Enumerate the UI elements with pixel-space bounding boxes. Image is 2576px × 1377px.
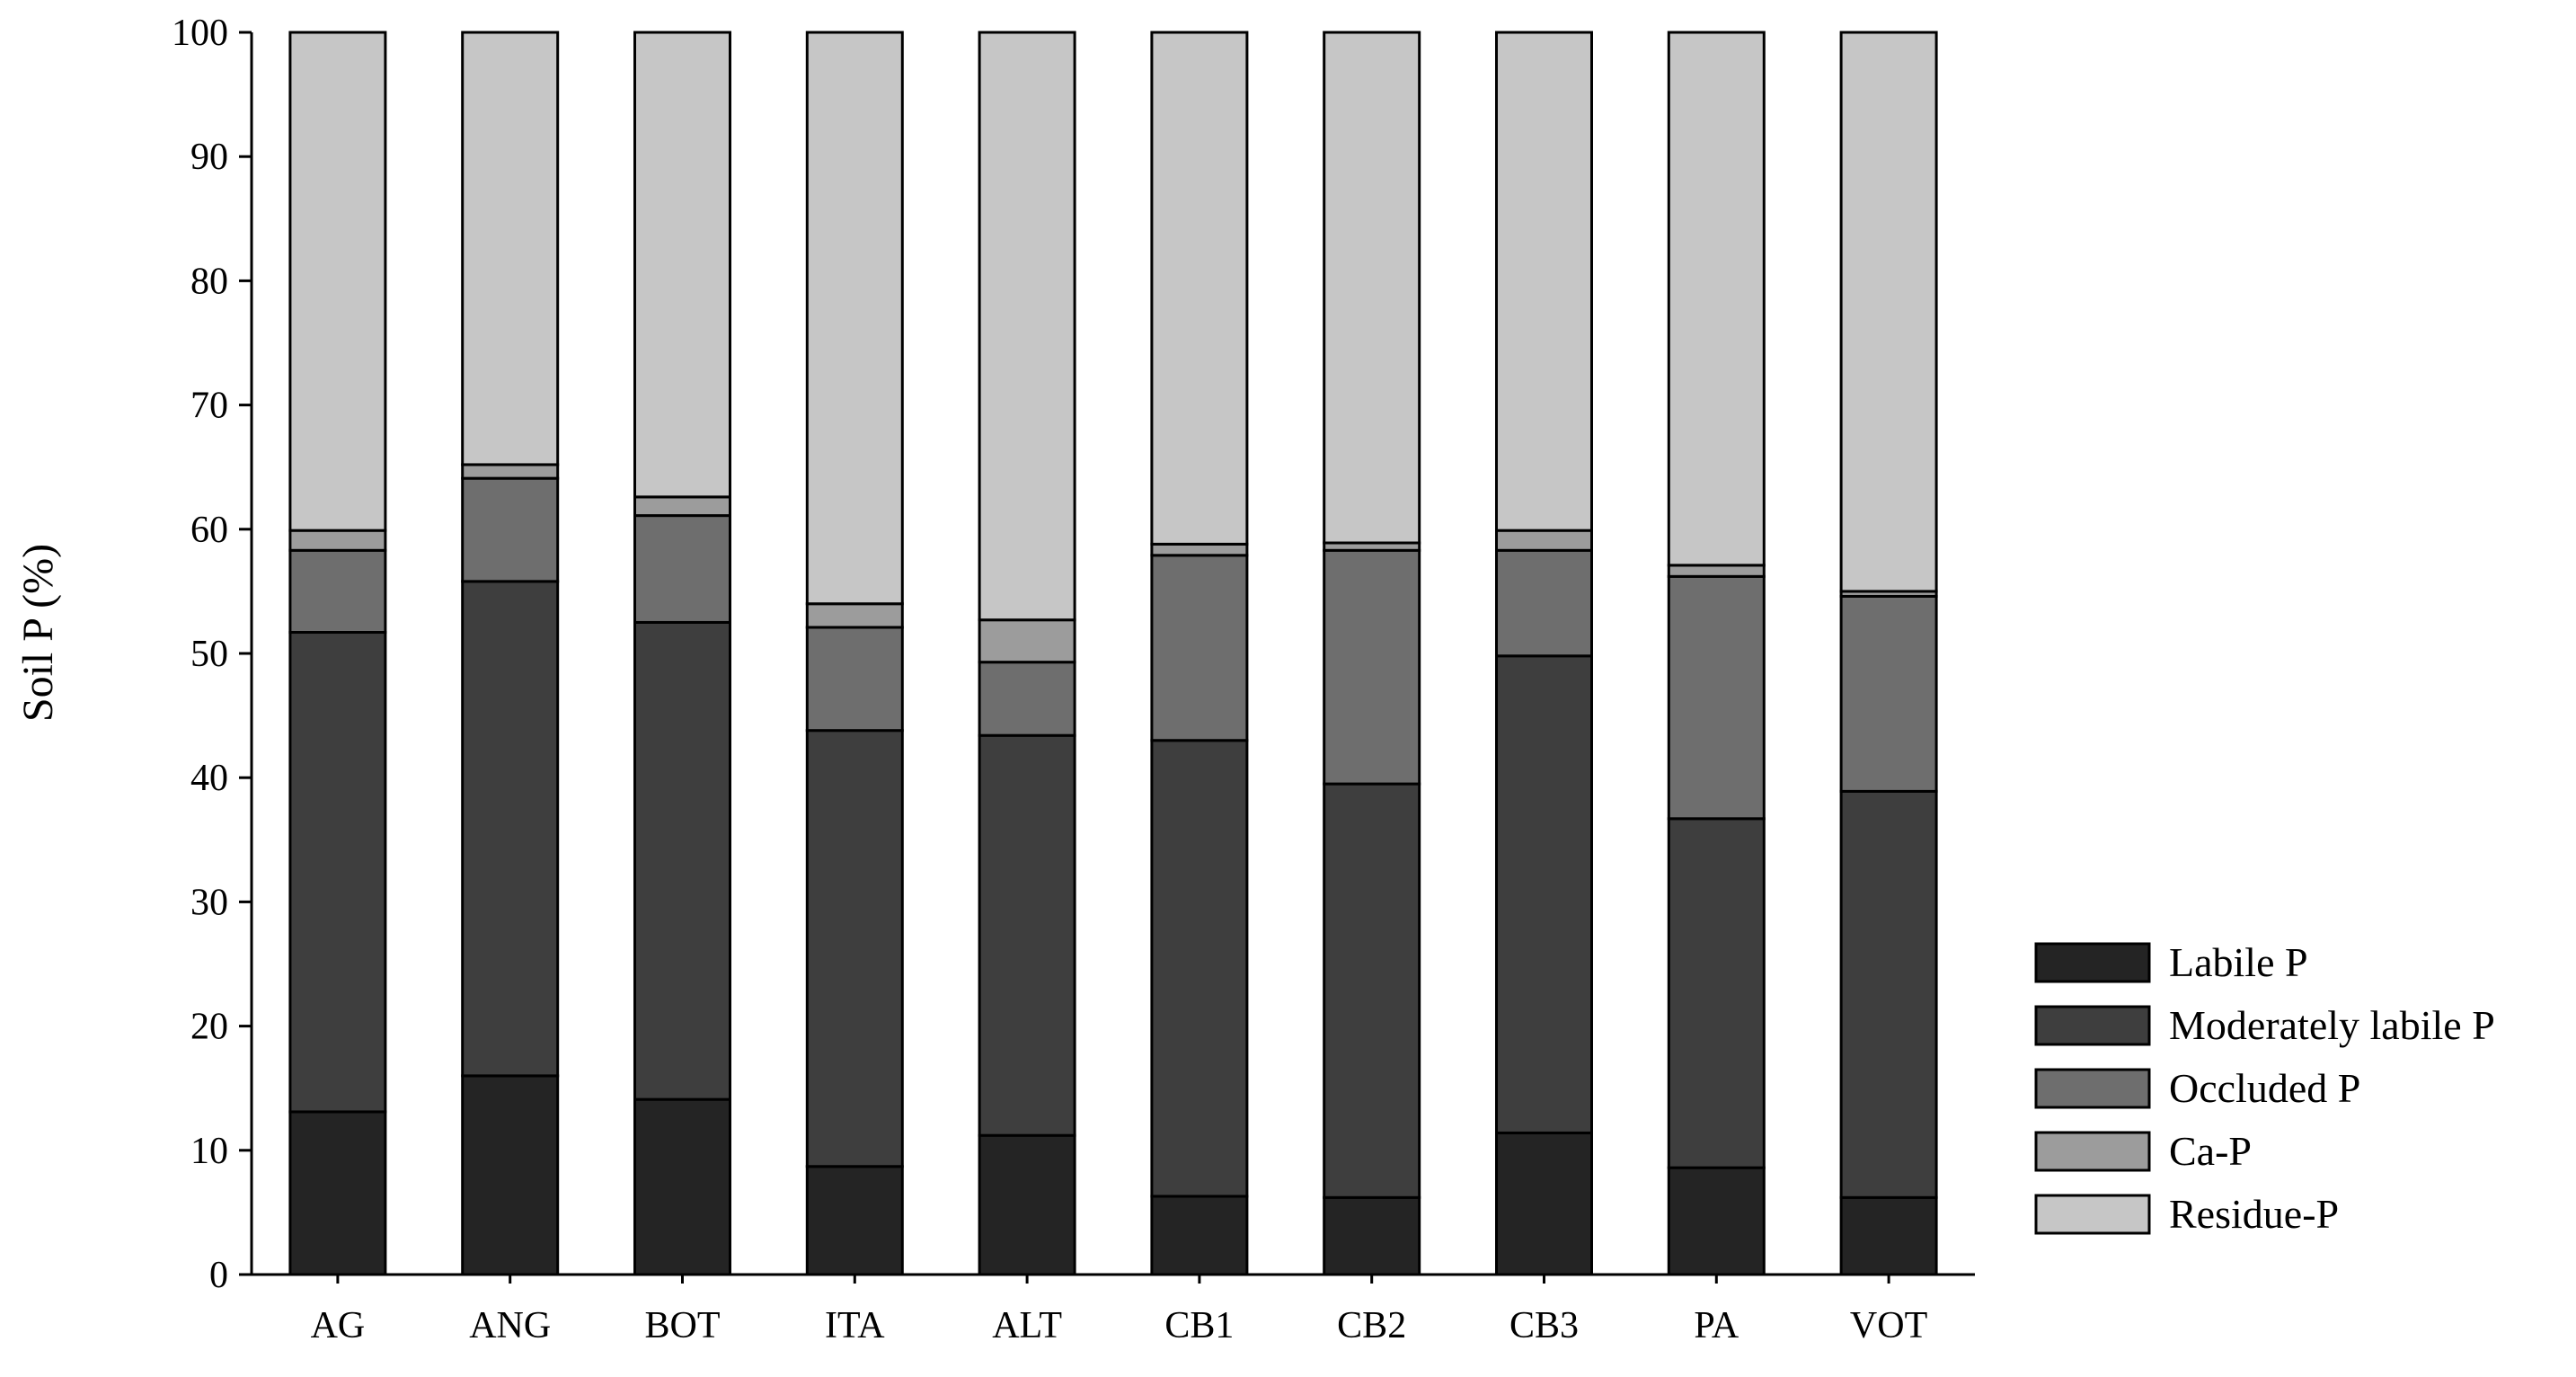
x-tick-label-ita: ITA: [825, 1305, 885, 1346]
y-tick-label-50: 50: [190, 634, 228, 675]
y-tick-label-80: 80: [190, 261, 228, 302]
x-tick-label-ang: ANG: [469, 1305, 551, 1346]
bar-ita-ca-p: [805, 602, 904, 629]
bar-cb2-moderately-labile-p: [1323, 782, 1421, 1199]
bar-vot-labile-p: [1839, 1195, 1938, 1276]
bar-pa-occluded-p: [1667, 574, 1766, 821]
bar-alt-ca-p: [978, 618, 1076, 664]
bar-alt-occluded-p: [978, 661, 1076, 737]
legend-swatch-labile-p: [2034, 942, 2151, 983]
y-tick-label-30: 30: [190, 882, 228, 923]
bar-ita-labile-p: [805, 1165, 904, 1276]
bar-cb1-residue-p: [1150, 31, 1249, 546]
bar-ag-ca-p: [288, 529, 387, 552]
y-tick-label-90: 90: [190, 137, 228, 178]
bar-cb3-moderately-labile-p: [1495, 654, 1593, 1134]
x-tick-label-cb3: CB3: [1509, 1305, 1579, 1346]
bar-ang-residue-p: [461, 31, 560, 466]
bar-cb2-labile-p: [1323, 1195, 1421, 1276]
bar-ag-residue-p: [288, 31, 387, 532]
x-tick-label-cb2: CB2: [1337, 1305, 1406, 1346]
legend-swatch-moderately-labile-p: [2034, 1005, 2151, 1046]
bar-pa-labile-p: [1667, 1166, 1766, 1276]
bar-vot-occluded-p: [1839, 594, 1938, 793]
bar-vot-residue-p: [1839, 31, 1938, 593]
x-tick-label-cb1: CB1: [1164, 1305, 1234, 1346]
bar-bot-moderately-labile-p: [633, 620, 731, 1101]
bar-cb2-residue-p: [1323, 31, 1421, 545]
bar-ang-occluded-p: [461, 476, 560, 583]
y-axis-title: Soil P (%): [14, 544, 62, 722]
legend-label-labile-p: Labile P: [2169, 939, 2308, 985]
x-tick-label-vot: VOT: [1850, 1305, 1927, 1346]
bar-bot-occluded-p: [633, 514, 731, 624]
legend-label-occluded-p: Occluded P: [2169, 1065, 2360, 1111]
bar-cb2-occluded-p: [1323, 548, 1421, 786]
bar-pa-ca-p: [1667, 564, 1766, 578]
y-tick-label-70: 70: [190, 386, 228, 427]
bar-ita-residue-p: [805, 31, 904, 606]
y-tick-label-20: 20: [190, 1007, 228, 1048]
bar-ang-labile-p: [461, 1074, 560, 1276]
legend-label-ca-p: Ca-P: [2169, 1128, 2252, 1174]
bar-ag-labile-p: [288, 1110, 387, 1276]
bar-pa-residue-p: [1667, 31, 1766, 567]
bar-cb3-occluded-p: [1495, 548, 1593, 658]
y-tick-label-10: 10: [190, 1131, 228, 1172]
bar-bot-labile-p: [633, 1097, 731, 1276]
x-tick-label-ag: AG: [311, 1305, 366, 1346]
bar-ita-moderately-labile-p: [805, 729, 904, 1168]
bar-cb1-moderately-labile-p: [1150, 739, 1249, 1198]
bar-vot-moderately-labile-p: [1839, 789, 1938, 1199]
bar-ang-ca-p: [461, 463, 560, 480]
legend-label-moderately-labile-p: Moderately labile P: [2169, 1002, 2495, 1048]
y-tick-label-60: 60: [190, 510, 228, 551]
y-tick-label-100: 100: [172, 13, 228, 54]
x-tick-label-pa: PA: [1694, 1305, 1739, 1346]
legend: Labile P Moderately labile P Occluded P Ca-…: [2034, 939, 2495, 1237]
bar-cb1-ca-p: [1150, 542, 1249, 557]
bars: [288, 31, 1938, 1276]
x-tick-label-bot: BOT: [645, 1305, 721, 1346]
legend-label-residue-p: Residue-P: [2169, 1191, 2339, 1237]
bar-cb3-residue-p: [1495, 31, 1593, 532]
bar-cb3-ca-p: [1495, 529, 1593, 552]
bar-ang-moderately-labile-p: [461, 580, 560, 1078]
bar-pa-moderately-labile-p: [1667, 817, 1766, 1169]
bar-ag-occluded-p: [288, 548, 387, 635]
legend-swatch-ca-p: [2034, 1131, 2151, 1172]
bar-cb1-labile-p: [1150, 1195, 1249, 1276]
y-tick-label-40: 40: [190, 758, 228, 799]
bar-ita-occluded-p: [805, 626, 904, 733]
bar-ag-moderately-labile-p: [288, 631, 387, 1114]
legend-swatch-residue-p: [2034, 1194, 2151, 1235]
bar-alt-labile-p: [978, 1133, 1076, 1276]
x-tick-label-alt: ALT: [992, 1305, 1062, 1346]
bar-bot-ca-p: [633, 495, 731, 518]
axes: AG ANG BOT ITA ALT CB1 CB2 CB3 PA VOT 0 10 20 30 40 50 6…: [172, 13, 1975, 1346]
bar-alt-moderately-labile-p: [978, 733, 1076, 1137]
bar-cb1-occluded-p: [1150, 554, 1249, 742]
legend-swatch-occluded-p: [2034, 1068, 2151, 1109]
y-tick-label-0: 0: [209, 1255, 228, 1296]
bar-alt-residue-p: [978, 31, 1076, 622]
bar-cb3-labile-p: [1495, 1131, 1593, 1276]
bar-bot-residue-p: [633, 31, 731, 499]
